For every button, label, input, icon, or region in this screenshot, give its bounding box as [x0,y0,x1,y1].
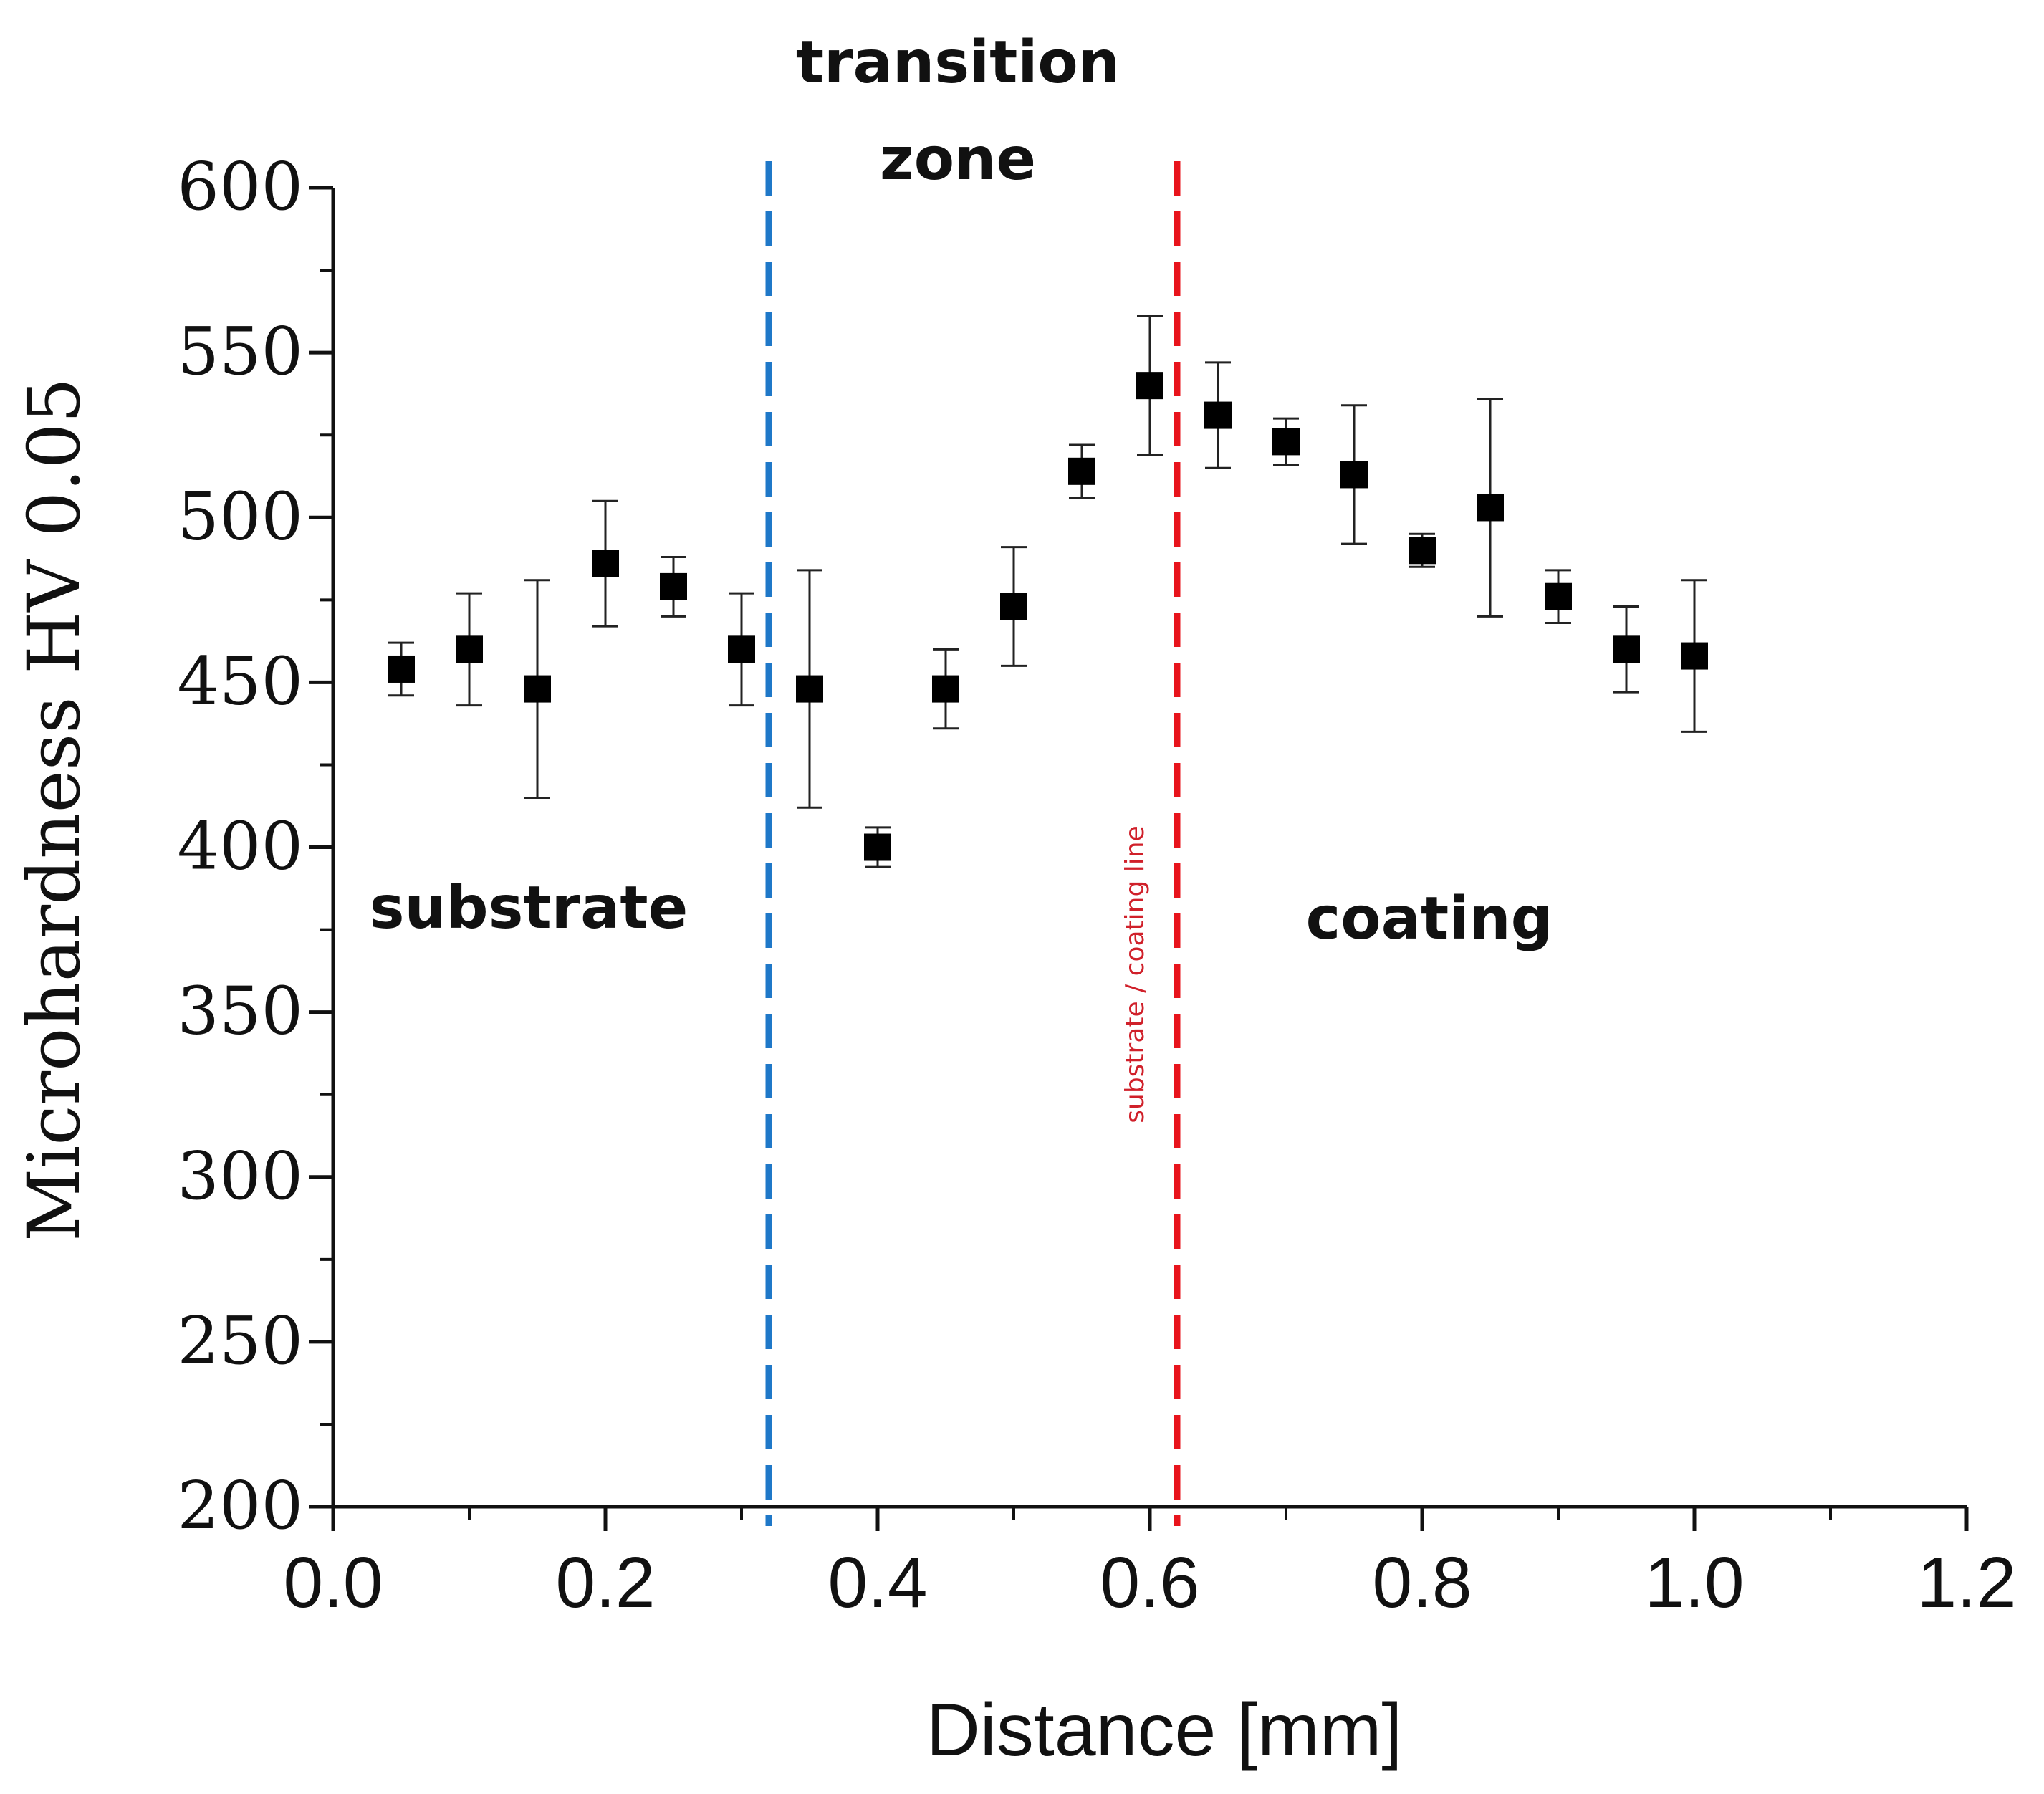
x-tick-label: 0.8 [1372,1543,1472,1623]
annotation-substrate: substrate [370,874,688,942]
data-point [1000,593,1027,620]
x-axis-label: Distance [mm] [926,1689,1403,1772]
data-point [1068,457,1095,485]
y-tick-label: 200 [177,1467,303,1544]
y-tick-label: 300 [177,1138,303,1214]
data-point [932,675,959,703]
y-tick-label: 350 [177,973,303,1050]
data-point [1477,494,1504,522]
data-points [388,315,1708,868]
x-tick-label: 1.2 [1916,1543,2016,1623]
y-tick-label: 250 [177,1303,303,1379]
y-tick-label: 450 [177,643,303,719]
x-tick-label: 0.6 [1100,1543,1199,1623]
annotation-zone: zone [880,125,1036,193]
data-point [864,833,891,861]
data-point [388,655,415,683]
data-point [1136,372,1163,400]
reference-lines [765,161,1181,1526]
y-tick-label: 500 [177,478,303,555]
data-point [728,635,755,663]
data-point [1204,401,1232,429]
data-point [1545,582,1572,610]
data-point [660,572,687,600]
data-point [456,635,483,663]
data-point [1272,428,1300,456]
x-tick-label: 0.2 [555,1543,655,1623]
axes: 200 250 300 350 400 450 500 550 600 0.0 0.2 0.4 0.6 0… [177,148,2016,1623]
data-point [1613,635,1640,663]
y-tick-label: 400 [177,808,303,885]
data-point [592,550,619,577]
x-tick-label: 1.0 [1644,1543,1744,1623]
data-point [1681,642,1708,670]
x-tick-label: 0.0 [283,1543,383,1623]
annotation-transition: transition [796,29,1120,97]
y-axis-label: Microhardness HV 0.05 [12,378,96,1242]
data-point [524,675,551,703]
data-point [1340,461,1368,489]
annotation-interface-line: substrate / coating line [1121,825,1150,1123]
x-tick-label: 0.4 [827,1543,927,1623]
annotation-coating: coating [1306,885,1553,953]
data-point [796,675,823,703]
y-tick-label: 550 [177,313,303,390]
data-point [1409,537,1436,565]
y-tick-label: 600 [177,148,303,225]
